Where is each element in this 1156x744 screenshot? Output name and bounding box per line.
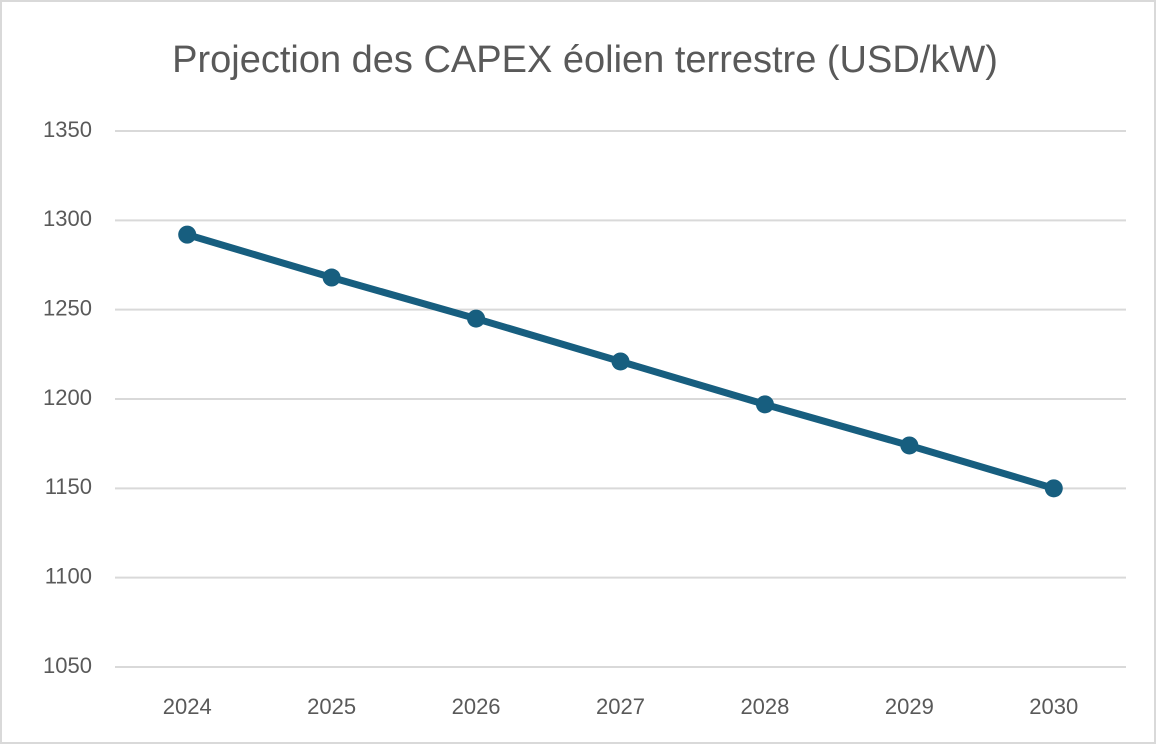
y-tick-label: 1350 — [43, 117, 92, 142]
point — [1044, 479, 1063, 498]
x-tick-label: 2029 — [885, 694, 934, 719]
x-tick-label: 2026 — [452, 694, 501, 719]
x-tick-label: 2025 — [307, 694, 356, 719]
y-tick-label: 1050 — [43, 653, 92, 678]
point — [467, 309, 486, 328]
point — [178, 225, 197, 244]
chart-title: Projection des CAPEX éolien terrestre (U… — [172, 39, 998, 81]
point — [611, 352, 630, 371]
y-tick-label: 1100 — [45, 563, 92, 588]
y-tick-label: 1200 — [43, 385, 92, 410]
point — [322, 268, 341, 287]
y-tick-label: 1250 — [43, 295, 92, 320]
point — [755, 395, 774, 414]
y-tick-label: 1150 — [45, 474, 92, 499]
x-tick-label: 2024 — [163, 694, 212, 719]
x-tick-label: 2027 — [596, 694, 645, 719]
y-tick-label: 1300 — [43, 206, 92, 231]
x-tick-label: 2030 — [1029, 694, 1078, 719]
x-tick-label: 2028 — [740, 694, 789, 719]
point — [900, 436, 919, 455]
